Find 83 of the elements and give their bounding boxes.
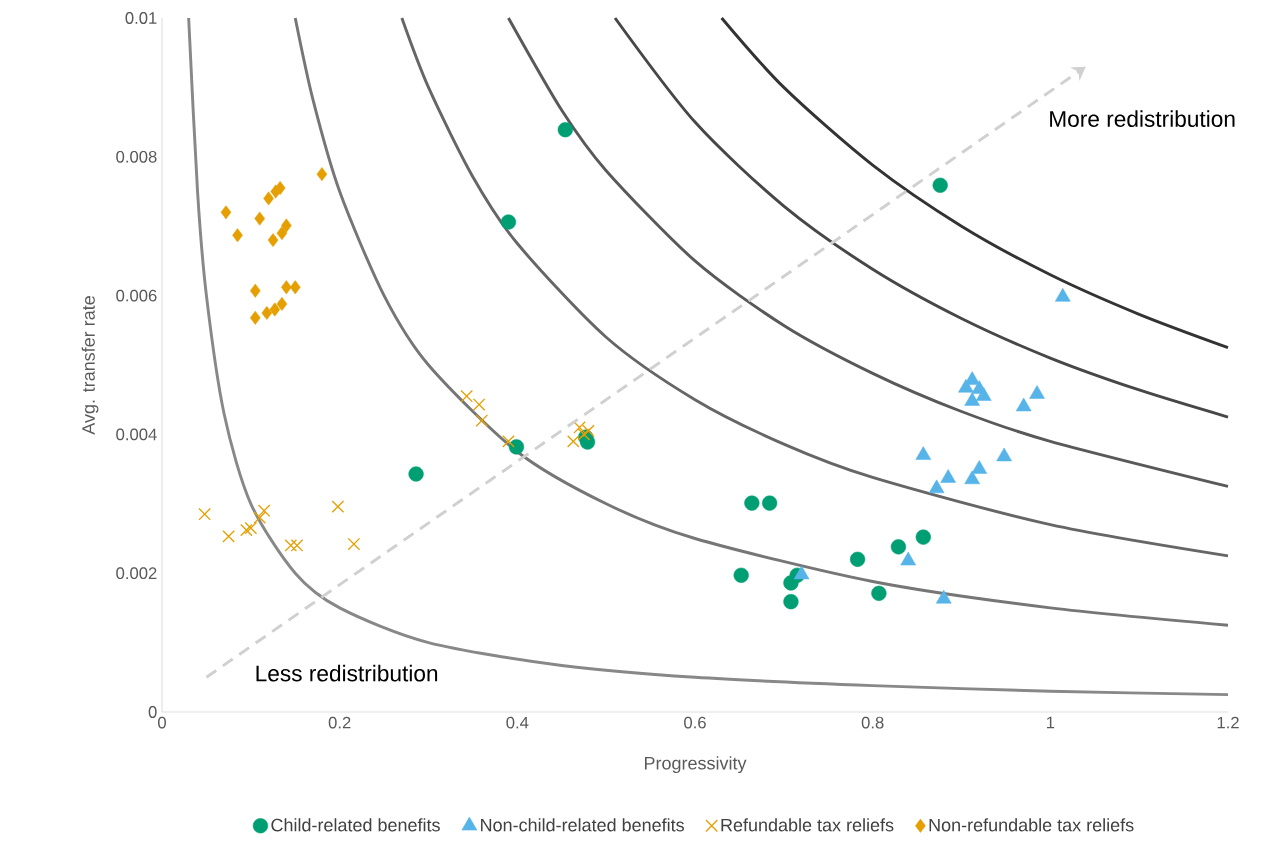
x-tick-label: 0.6 (684, 716, 706, 729)
point (250, 310, 261, 325)
x-tick-label: 0 (158, 716, 166, 729)
point (964, 392, 980, 406)
legend-label: Child-related benefits (271, 818, 440, 832)
y-tick-label: 0.004 (116, 428, 157, 441)
point (928, 479, 945, 494)
point (460, 389, 474, 403)
legend-label: Refundable tax reliefs (721, 818, 894, 832)
x-tick-label: 0.4 (506, 716, 529, 729)
annotation: Less redistribution (256, 664, 438, 682)
point (198, 507, 211, 521)
point (744, 495, 760, 511)
point (253, 511, 267, 525)
point (915, 529, 931, 545)
point (508, 439, 525, 455)
point (762, 495, 778, 511)
point (276, 296, 288, 311)
x-tick-label: 1 (1046, 716, 1055, 729)
point (316, 167, 328, 182)
point (250, 283, 261, 298)
point (849, 551, 866, 567)
y-tick-label: 0 (148, 706, 157, 718)
point (975, 387, 992, 401)
point (222, 530, 235, 543)
point (263, 191, 274, 206)
point (254, 211, 265, 226)
point (261, 306, 273, 320)
point (290, 539, 304, 552)
point (935, 589, 952, 604)
point (915, 446, 932, 460)
annotation: More redistribution (1050, 110, 1235, 127)
point (408, 466, 424, 482)
point (284, 539, 298, 552)
y-tick-label: 0.006 (116, 289, 157, 302)
point (996, 447, 1012, 462)
point (240, 523, 253, 537)
x-axis-title: Progressivity (644, 756, 747, 774)
point (890, 539, 907, 555)
point (244, 521, 258, 535)
y-tick-label: 0.008 (116, 150, 157, 163)
point (257, 504, 271, 518)
y-axis-title: Avg. transfer rate (81, 296, 99, 435)
point (475, 414, 489, 427)
x-tick-label: 0.2 (328, 716, 351, 729)
y-tick-label: 0.002 (116, 567, 157, 580)
point (331, 500, 345, 513)
point (276, 226, 288, 241)
x-tick-label: 0.8 (861, 716, 884, 729)
point (964, 371, 980, 385)
point (733, 567, 749, 583)
legend-label: Non-refundable tax reliefs (929, 818, 1134, 832)
point (566, 435, 580, 448)
point (347, 537, 361, 551)
point (783, 594, 799, 610)
point (900, 551, 916, 566)
point (472, 398, 486, 411)
point (281, 218, 292, 233)
point (793, 565, 810, 580)
point (500, 214, 517, 230)
point (269, 302, 281, 317)
point (1015, 397, 1032, 412)
point (289, 280, 301, 295)
x-tick-label: 1.2 (1217, 716, 1239, 729)
point (964, 470, 980, 485)
point (1055, 288, 1071, 302)
point (281, 280, 292, 295)
point (871, 585, 887, 601)
legend-label: Non-child-related benefits (481, 818, 684, 832)
point (940, 469, 956, 483)
y-tick-label: 0.01 (125, 12, 157, 24)
point (232, 228, 243, 243)
point (274, 181, 286, 195)
point (582, 424, 595, 438)
point (220, 205, 232, 220)
point (573, 421, 586, 434)
point (502, 435, 515, 448)
point (932, 177, 948, 193)
point (557, 122, 573, 138)
point (971, 460, 988, 474)
point (1029, 385, 1045, 399)
point (267, 233, 279, 248)
point (577, 428, 591, 441)
